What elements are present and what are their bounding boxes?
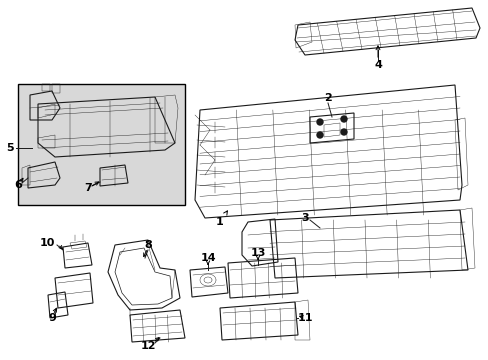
Text: 5: 5 — [6, 143, 14, 153]
Text: 14: 14 — [200, 253, 215, 263]
Text: 11: 11 — [297, 313, 313, 323]
Bar — [18, 84, 184, 205]
Circle shape — [316, 132, 323, 138]
Text: 12: 12 — [140, 341, 156, 351]
Text: 13: 13 — [250, 248, 265, 258]
Text: 3: 3 — [301, 213, 308, 223]
Text: 4: 4 — [373, 60, 381, 70]
Circle shape — [340, 116, 346, 122]
Text: 1: 1 — [216, 211, 227, 227]
Text: 6: 6 — [14, 180, 22, 190]
Text: 9: 9 — [48, 313, 56, 323]
Text: 7: 7 — [84, 183, 92, 193]
Circle shape — [340, 129, 346, 135]
Circle shape — [316, 119, 323, 125]
Text: 10: 10 — [40, 238, 55, 248]
Text: 8: 8 — [144, 240, 152, 250]
Text: 2: 2 — [324, 93, 331, 103]
